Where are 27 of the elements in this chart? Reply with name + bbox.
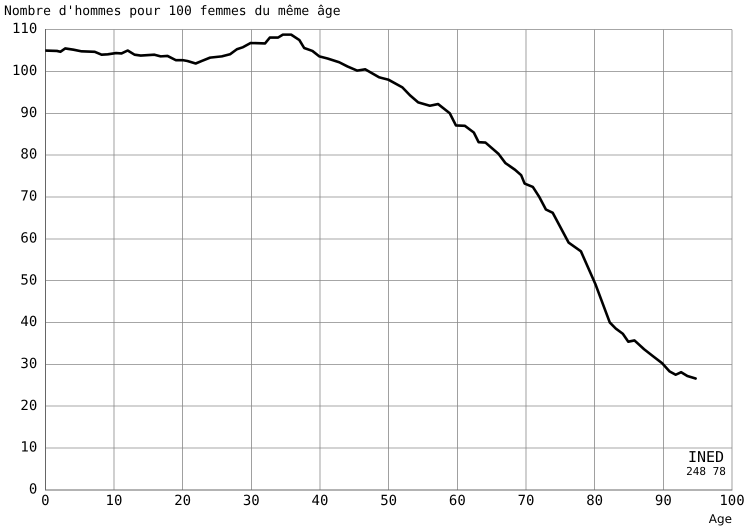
x-tick-label: 50 bbox=[380, 492, 398, 509]
y-tick-label: 30 bbox=[20, 356, 38, 372]
y-tick-label: 40 bbox=[20, 314, 38, 330]
y-tick-label: 50 bbox=[20, 272, 38, 288]
x-tick-label: 70 bbox=[518, 492, 534, 509]
annotation: INED bbox=[688, 448, 724, 466]
y-tick-label: 80 bbox=[20, 146, 38, 163]
chart-title: Nombre d'hommes pour 100 femmes du même âge bbox=[4, 4, 341, 20]
x-axis-title: Age bbox=[708, 512, 732, 526]
x-tick-label: 60 bbox=[448, 492, 466, 509]
y-tick-label: 90 bbox=[20, 104, 38, 121]
x-tick-label: 80 bbox=[586, 492, 604, 509]
annotation: 248 78 bbox=[686, 464, 726, 478]
x-tick-label: 10 bbox=[106, 492, 122, 509]
y-tick-label: 0 bbox=[28, 481, 38, 498]
x-tick-label: 20 bbox=[174, 492, 192, 509]
x-tick-label: 90 bbox=[654, 492, 672, 509]
y-tick-label: 10 bbox=[20, 440, 38, 456]
x-tick-label: 40 bbox=[312, 492, 328, 509]
y-tick-label: 100 bbox=[12, 63, 38, 80]
x-tick-label: 100 bbox=[719, 492, 745, 509]
x-tick-label: 0 bbox=[41, 492, 50, 509]
y-tick-label: 70 bbox=[20, 188, 38, 205]
y-tick-label: 110 bbox=[12, 21, 38, 38]
x-tick-label: 30 bbox=[242, 492, 260, 509]
y-tick-label: 20 bbox=[20, 398, 38, 414]
y-tick-label: 60 bbox=[20, 230, 38, 246]
